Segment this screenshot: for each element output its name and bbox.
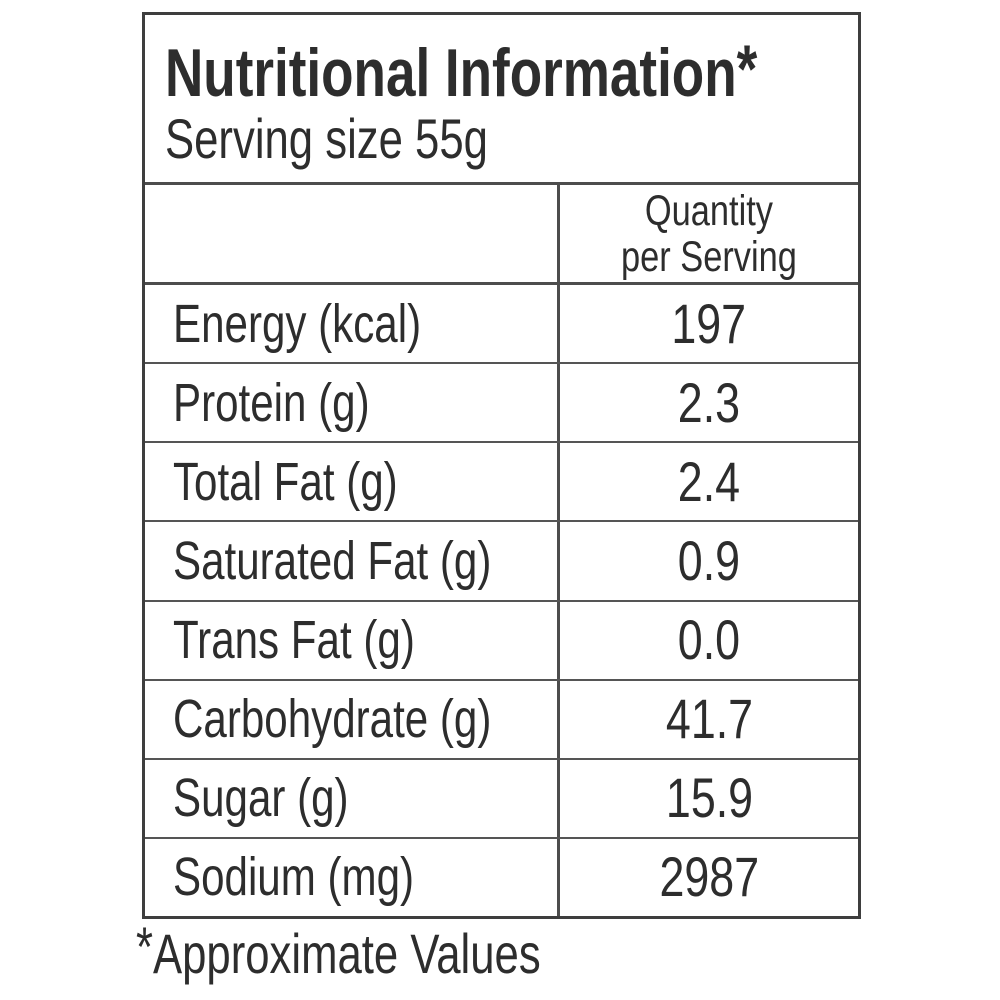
row-value-cell: 0.0 xyxy=(560,602,858,679)
row-label: Total Fat (g) xyxy=(173,451,398,512)
row-label-cell: Trans Fat (g) xyxy=(145,601,560,679)
column-header-quantity: Quantity per Serving xyxy=(621,186,797,281)
column-header-line2: per Serving xyxy=(621,232,797,281)
row-label-cell: Total Fat (g) xyxy=(145,443,560,521)
serving-size: Serving size 55g xyxy=(165,107,488,170)
row-label: Trans Fat (g) xyxy=(173,610,415,671)
row-value: 0.9 xyxy=(677,528,741,592)
row-value-cell: 15.9 xyxy=(560,760,858,837)
row-label-cell: Sodium (mg) xyxy=(145,838,560,916)
row-label-cell: Protein (g) xyxy=(145,364,560,442)
row-label-cell: Energy (kcal) xyxy=(145,285,560,363)
table-title-section: Nutritional Information* Serving size 55… xyxy=(145,15,858,185)
row-value: 0.0 xyxy=(677,608,741,672)
row-label: Sugar (g) xyxy=(173,768,349,829)
row-value-cell: 197 xyxy=(560,285,858,362)
table-row: Trans Fat (g) 0.0 xyxy=(145,601,858,681)
column-header-nutrient-cell xyxy=(145,185,560,282)
page-title: Nutritional Information* xyxy=(165,35,858,107)
table-row: Sugar (g) 15.9 xyxy=(145,759,858,839)
column-header-row: Quantity per Serving xyxy=(145,185,858,285)
table-row: Total Fat (g) 2.4 xyxy=(145,443,858,523)
table-row: Sodium (mg) 2987 xyxy=(145,838,858,916)
row-value-cell: 0.9 xyxy=(560,522,858,599)
title-text: Nutritional Information xyxy=(165,35,737,111)
table-row: Energy (kcal) 197 xyxy=(145,285,858,365)
row-value: 2.4 xyxy=(677,449,741,513)
nutrition-table: Nutritional Information* Serving size 55… xyxy=(142,12,861,919)
row-label: Protein (g) xyxy=(173,372,370,433)
row-value: 2.3 xyxy=(677,370,741,434)
row-value: 2987 xyxy=(659,845,759,909)
title-asterisk: * xyxy=(736,31,758,107)
row-value-cell: 2.4 xyxy=(560,443,858,520)
row-value-cell: 2.3 xyxy=(560,364,858,441)
table-row: Carbohydrate (g) 41.7 xyxy=(145,680,858,760)
column-header-quantity-cell: Quantity per Serving xyxy=(560,185,858,282)
row-value-cell: 2987 xyxy=(560,839,858,916)
footnote-text: Approximate Values xyxy=(153,922,541,985)
row-label-cell: Carbohydrate (g) xyxy=(145,680,560,758)
row-label-cell: Sugar (g) xyxy=(145,759,560,837)
row-label: Carbohydrate (g) xyxy=(173,689,492,750)
footnote-asterisk: * xyxy=(136,915,154,978)
row-label: Energy (kcal) xyxy=(173,293,422,354)
row-value: 15.9 xyxy=(665,766,753,830)
column-header-line1: Quantity xyxy=(644,186,774,235)
table-row: Saturated Fat (g) 0.9 xyxy=(145,522,858,602)
row-value: 41.7 xyxy=(665,687,753,751)
row-value: 197 xyxy=(671,291,747,355)
row-label: Saturated Fat (g) xyxy=(173,530,492,591)
row-label-cell: Saturated Fat (g) xyxy=(145,522,560,600)
table-row: Protein (g) 2.3 xyxy=(145,364,858,444)
footnote: *Approximate Values xyxy=(136,915,655,986)
row-label: Sodium (mg) xyxy=(173,847,415,908)
row-value-cell: 41.7 xyxy=(560,681,858,758)
